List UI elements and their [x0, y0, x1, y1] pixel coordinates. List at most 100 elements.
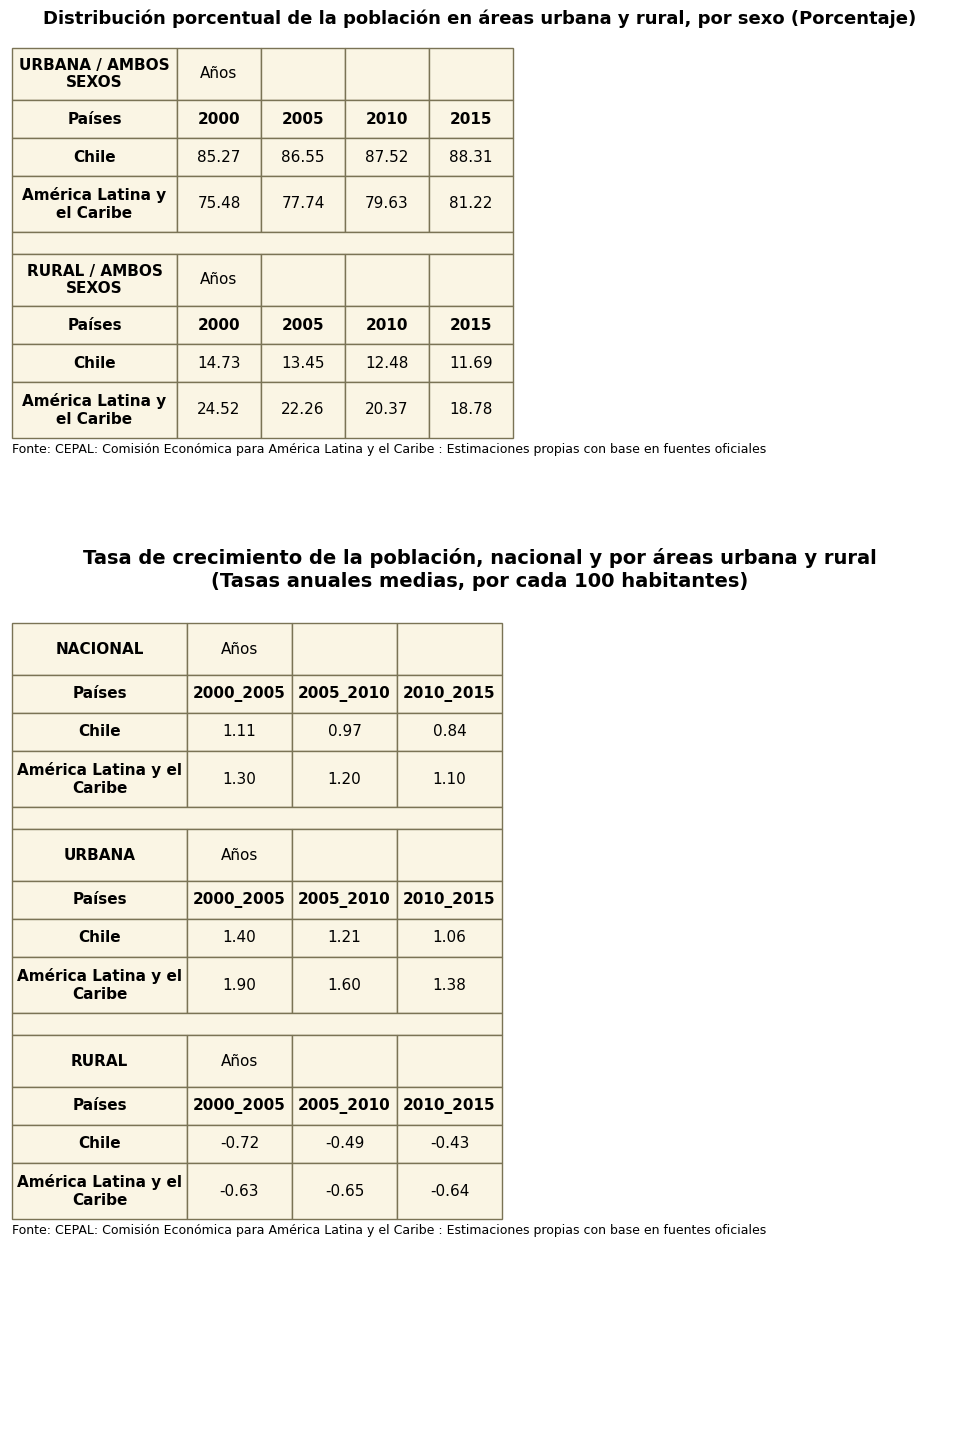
Bar	[397, 881, 502, 918]
Text: 2005: 2005	[281, 318, 324, 332]
Bar	[177, 254, 261, 306]
Text: Años: Años	[221, 641, 258, 656]
Bar	[177, 48, 261, 100]
Bar	[345, 306, 429, 344]
Text: -0.64: -0.64	[430, 1184, 469, 1199]
Bar	[292, 712, 397, 752]
Bar	[12, 138, 177, 176]
Text: 2000: 2000	[198, 318, 240, 332]
Text: 1.40: 1.40	[223, 930, 256, 946]
Text: Años: Años	[221, 1053, 258, 1068]
Text: 2005: 2005	[281, 112, 324, 126]
Bar	[292, 1035, 397, 1087]
Bar	[261, 138, 345, 176]
Text: 1.38: 1.38	[433, 978, 467, 992]
Bar	[12, 306, 177, 344]
Bar	[429, 48, 513, 100]
Text: 18.78: 18.78	[449, 402, 492, 418]
Bar	[429, 176, 513, 232]
Bar	[345, 382, 429, 438]
Text: 2000_2005: 2000_2005	[193, 1098, 286, 1114]
Bar	[261, 306, 345, 344]
Bar	[187, 881, 292, 918]
Text: RURAL: RURAL	[71, 1053, 128, 1068]
Text: 77.74: 77.74	[281, 196, 324, 212]
Bar	[429, 344, 513, 382]
Bar	[12, 344, 177, 382]
Bar	[292, 622, 397, 675]
Bar	[261, 100, 345, 138]
Text: 1.90: 1.90	[223, 978, 256, 992]
Bar	[187, 675, 292, 712]
Bar	[345, 48, 429, 100]
Text: -0.65: -0.65	[324, 1184, 364, 1199]
Text: 1.06: 1.06	[433, 930, 467, 946]
Text: 2000: 2000	[198, 112, 240, 126]
Bar	[397, 752, 502, 807]
Text: 2015: 2015	[449, 318, 492, 332]
Bar	[12, 254, 177, 306]
Bar	[292, 829, 397, 881]
Bar	[292, 752, 397, 807]
Text: Chile: Chile	[73, 355, 116, 370]
Bar	[397, 1087, 502, 1125]
Bar	[397, 622, 502, 675]
Bar	[345, 176, 429, 232]
Text: Chile: Chile	[78, 930, 121, 946]
Text: 2005_2010: 2005_2010	[299, 1098, 391, 1114]
Bar	[12, 1087, 187, 1125]
Bar	[12, 622, 187, 675]
Bar	[187, 829, 292, 881]
Text: América Latina y el
Caribe: América Latina y el Caribe	[17, 1174, 182, 1207]
Bar	[12, 100, 177, 138]
Bar	[187, 1035, 292, 1087]
Bar	[12, 675, 187, 712]
Bar	[12, 829, 187, 881]
Bar	[292, 1125, 397, 1164]
Text: 2010_2015: 2010_2015	[403, 1098, 495, 1114]
Bar	[12, 1013, 502, 1035]
Text: Chile: Chile	[78, 1136, 121, 1152]
Text: -0.43: -0.43	[430, 1136, 469, 1152]
Text: Años: Años	[221, 847, 258, 862]
Text: 87.52: 87.52	[366, 149, 409, 164]
Bar	[397, 1164, 502, 1219]
Text: Tasa de crecimiento de la población, nacional y por áreas urbana y rural: Tasa de crecimiento de la población, nac…	[84, 548, 876, 567]
Bar	[12, 48, 177, 100]
Bar	[345, 344, 429, 382]
Text: 12.48: 12.48	[366, 355, 409, 370]
Bar	[397, 958, 502, 1013]
Text: Países: Países	[72, 686, 127, 701]
Bar	[177, 382, 261, 438]
Text: 0.84: 0.84	[433, 724, 467, 740]
Bar	[261, 176, 345, 232]
Bar	[429, 100, 513, 138]
Text: 81.22: 81.22	[449, 196, 492, 212]
Text: Fonte: CEPAL: Comisión Económica para América Latina y el Caribe : Estimaciones : Fonte: CEPAL: Comisión Económica para Am…	[12, 443, 766, 456]
Bar	[292, 918, 397, 958]
Bar	[261, 48, 345, 100]
Text: 22.26: 22.26	[281, 402, 324, 418]
Text: RURAL / AMBOS
SEXOS: RURAL / AMBOS SEXOS	[27, 264, 162, 296]
Bar	[397, 712, 502, 752]
Text: 1.21: 1.21	[327, 930, 361, 946]
Text: América Latina y el
Caribe: América Latina y el Caribe	[17, 762, 182, 795]
Bar	[12, 712, 187, 752]
Text: (Tasas anuales medias, por cada 100 habitantes): (Tasas anuales medias, por cada 100 habi…	[211, 572, 749, 591]
Bar	[397, 1125, 502, 1164]
Text: 88.31: 88.31	[449, 149, 492, 164]
Text: Años: Años	[201, 67, 238, 81]
Bar	[177, 138, 261, 176]
Text: 1.20: 1.20	[327, 772, 361, 786]
Text: 79.63: 79.63	[365, 196, 409, 212]
Bar	[345, 100, 429, 138]
Text: Fonte: CEPAL: Comisión Económica para América Latina y el Caribe : Estimaciones : Fonte: CEPAL: Comisión Económica para Am…	[12, 1225, 766, 1238]
Bar	[397, 1035, 502, 1087]
Text: 2000_2005: 2000_2005	[193, 892, 286, 908]
Bar	[177, 306, 261, 344]
Bar	[187, 752, 292, 807]
Bar	[261, 344, 345, 382]
Text: 2000_2005: 2000_2005	[193, 686, 286, 702]
Text: 0.97: 0.97	[327, 724, 361, 740]
Bar	[187, 1087, 292, 1125]
